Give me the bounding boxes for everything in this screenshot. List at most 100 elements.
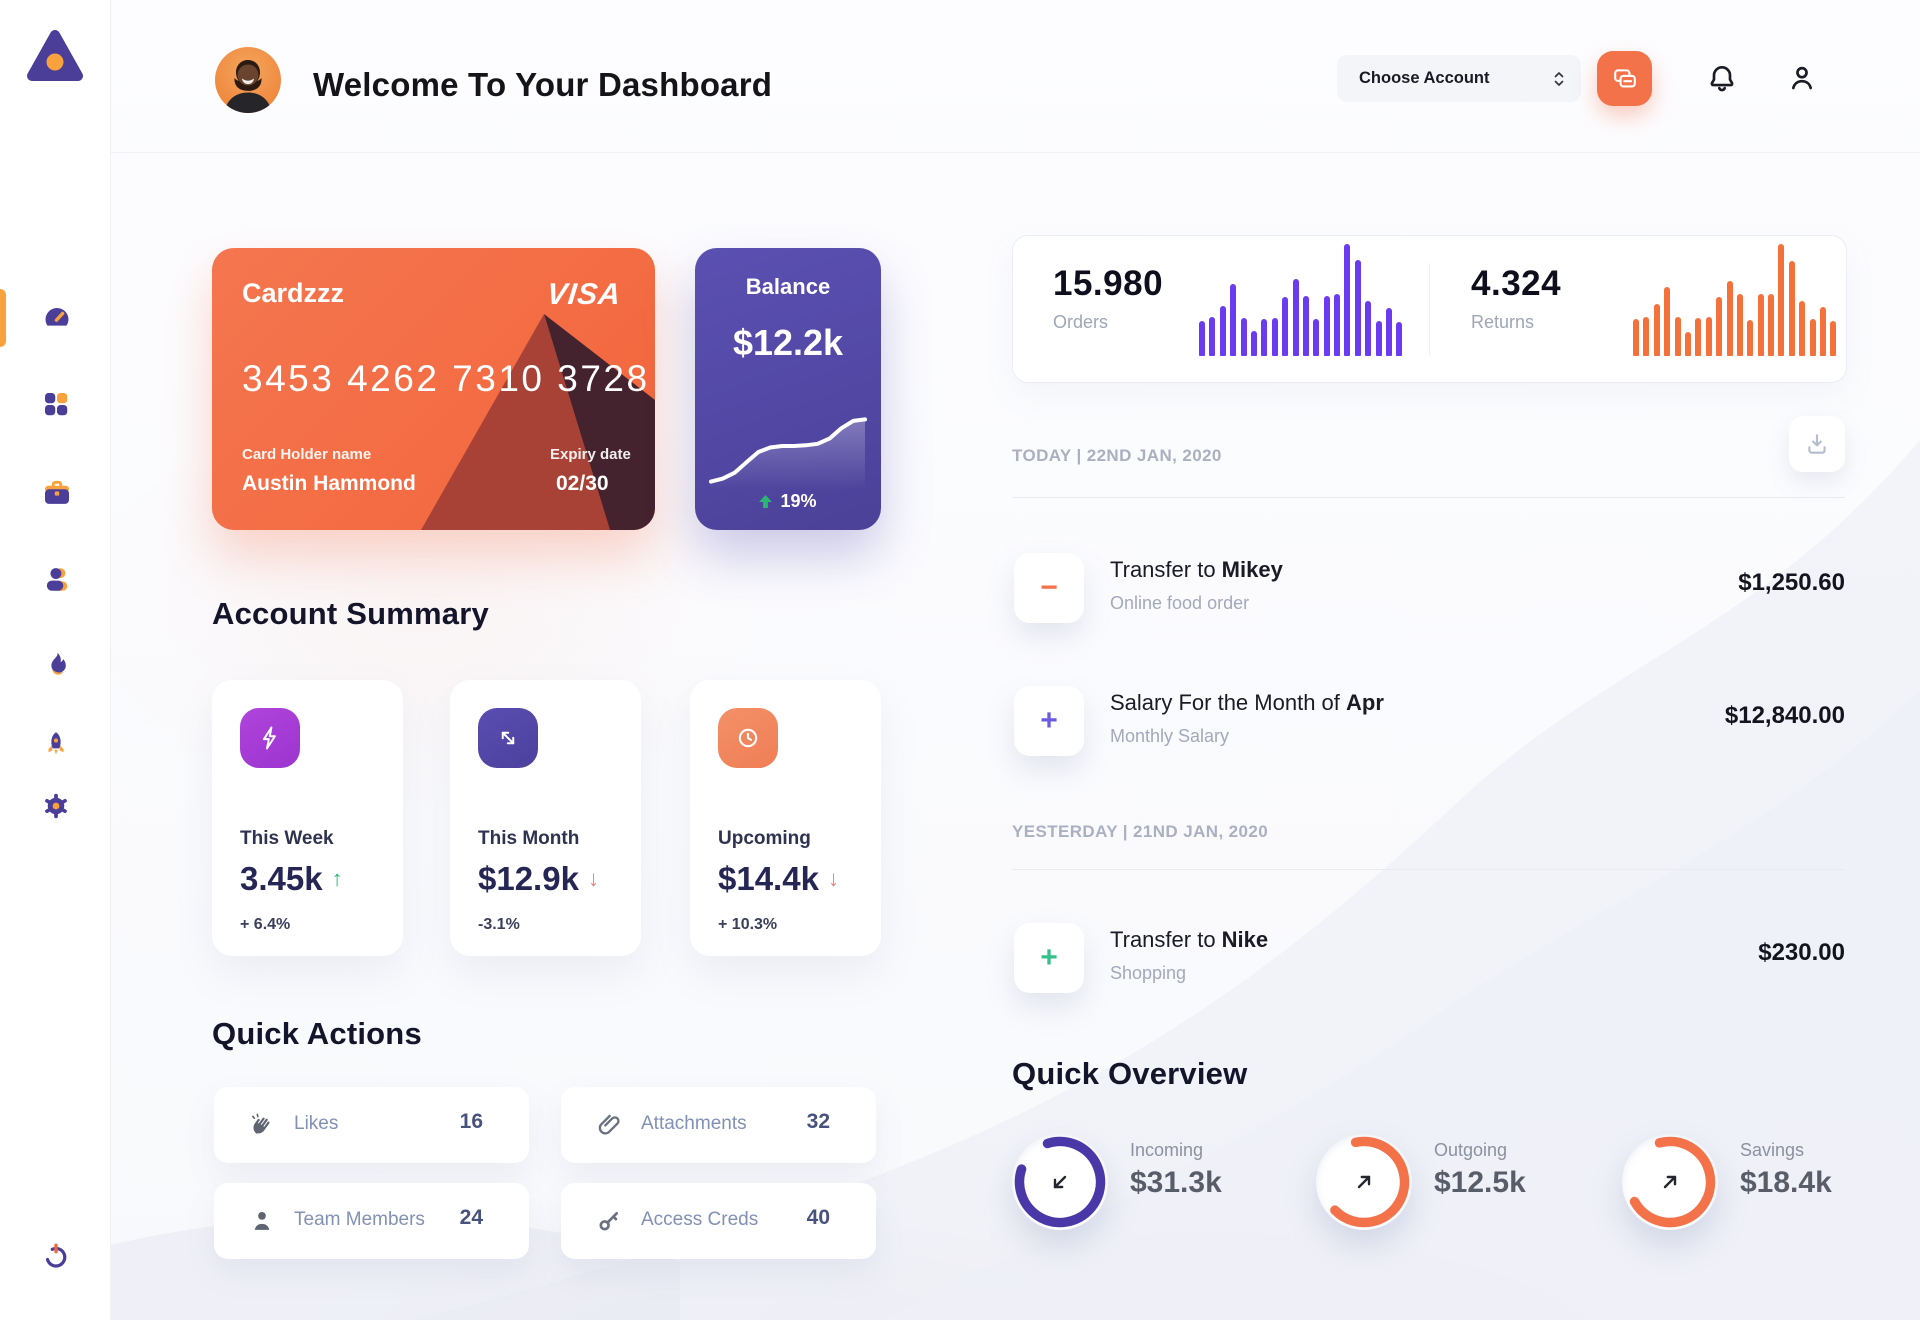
member-icon	[254, 1212, 270, 1230]
summary-card-this-month[interactable]: This Month $12.9k ↓ -3.1%	[450, 680, 641, 956]
active-nav-indicator	[0, 289, 6, 347]
quick-action-label: Attachments	[641, 1113, 747, 1134]
rocket-icon	[48, 732, 64, 755]
expiry-label: Expiry date	[550, 446, 631, 463]
account-select[interactable]: Choose Account	[1337, 55, 1581, 102]
visa-logo: VISA	[545, 278, 623, 311]
transaction-row-nike[interactable]: + Transfer to Nike Shopping $230.00	[1012, 923, 1845, 995]
orders-bar-chart	[1199, 244, 1403, 356]
sidebar-item-activity[interactable]	[41, 649, 73, 681]
sidebar-item-launch[interactable]	[41, 729, 73, 761]
balance-change: 19%	[695, 491, 881, 512]
summary-card-upcoming[interactable]: Upcoming $14.4k ↓ + 10.3%	[690, 680, 881, 956]
quick-action-label: Likes	[294, 1113, 339, 1134]
summary-period: Upcoming	[718, 828, 811, 849]
sidebar-item-portfolio[interactable]	[41, 477, 73, 509]
sidebar-item-team[interactable]	[41, 563, 73, 595]
notifications-button[interactable]	[1706, 62, 1738, 94]
orders-label: Orders	[1053, 312, 1109, 332]
tx-subtitle: Online food order	[1110, 593, 1250, 613]
outgoing-ring	[1316, 1134, 1412, 1230]
power-icon	[45, 1243, 67, 1268]
quick-action-label: Team Members	[294, 1209, 425, 1230]
bell-icon	[1710, 66, 1734, 92]
overview-label: Incoming	[1130, 1140, 1204, 1160]
arrow-down-left-icon	[1053, 1175, 1067, 1189]
person-icon	[46, 568, 68, 591]
overview-label: Savings	[1740, 1140, 1805, 1160]
card-pyramid-decoration	[421, 314, 655, 530]
quick-overview-title: Quick Overview	[1012, 1056, 1248, 1091]
credit-card[interactable]: Cardzzz VISA 3453 4262 7310 3728 Card Ho…	[212, 248, 655, 530]
account-summary-title: Account Summary	[212, 596, 489, 631]
orders-returns-card: 15.980 Orders 4.324 Returns	[1012, 235, 1847, 383]
quick-action-team-members[interactable]: Team Members 24	[214, 1183, 529, 1259]
profile-button[interactable]	[1786, 62, 1818, 94]
savings-ring	[1622, 1134, 1718, 1230]
summary-delta: -3.1%	[478, 916, 520, 933]
user-avatar[interactable]	[215, 47, 281, 113]
balance-title: Balance	[745, 274, 831, 299]
app-logo[interactable]	[26, 28, 84, 82]
quick-action-count: 32	[806, 1110, 830, 1133]
tx-title: Transfer to Mikey	[1110, 557, 1283, 582]
quick-action-likes[interactable]: Likes 16	[214, 1087, 529, 1163]
overview-label: Outgoing	[1434, 1140, 1508, 1160]
overview-outgoing: Outgoing $12.5k	[1316, 1134, 1616, 1234]
tx-plus-icon: +	[1014, 686, 1084, 756]
select-chevrons-icon	[1554, 71, 1564, 86]
summary-value: 3.45k ↑	[240, 860, 343, 897]
quick-action-access-creds[interactable]: Access Creds 40	[561, 1183, 876, 1259]
tx-subtitle: Shopping	[1110, 963, 1187, 983]
download-icon	[1808, 434, 1826, 454]
sidebar-item-apps[interactable]	[41, 389, 73, 421]
quick-action-count: 24	[459, 1206, 483, 1229]
grid-dots-icon	[45, 393, 68, 416]
divider	[1012, 497, 1845, 498]
transfer-arrows-icon	[478, 708, 538, 768]
download-statement-button[interactable]	[1789, 416, 1845, 472]
summary-period: This Month	[478, 828, 580, 849]
quick-action-count: 16	[459, 1110, 483, 1133]
balance-amount: $12.2k	[732, 322, 844, 363]
trend-down-arrow: ↓	[827, 866, 839, 891]
overview-value: $12.5k	[1434, 1166, 1526, 1199]
messages-button[interactable]	[1597, 51, 1652, 106]
sidebar-logout-button[interactable]	[41, 1241, 73, 1273]
returns-value: 4.324	[1471, 264, 1562, 303]
incoming-ring	[1012, 1134, 1108, 1230]
sidebar-item-settings[interactable]	[41, 791, 73, 823]
arrow-up-right-icon	[1663, 1175, 1677, 1189]
tx-minus-icon: −	[1014, 553, 1084, 623]
logo-triangle-icon	[27, 30, 83, 81]
sidebar	[0, 0, 111, 1320]
balance-change-value: 19%	[780, 491, 817, 511]
trend-up-arrow: ↑	[331, 866, 343, 891]
overview-value: $18.4k	[1740, 1166, 1832, 1199]
returns-label: Returns	[1471, 312, 1535, 332]
clap-icon	[252, 1113, 270, 1135]
transaction-row-salary[interactable]: + Salary For the Month of Apr Monthly Sa…	[1012, 686, 1845, 758]
orders-value: 15.980	[1053, 264, 1164, 303]
account-select-label: Choose Account	[1359, 69, 1490, 87]
summary-card-this-week[interactable]: This Week 3.45k ↑ + 6.4%	[212, 680, 403, 956]
tx-amount: $1,250.60	[1738, 569, 1845, 596]
up-arrow-icon	[759, 495, 773, 508]
overview-value: $31.3k	[1130, 1166, 1222, 1199]
balance-card[interactable]: Balance $12.2k 19%	[695, 248, 881, 530]
transaction-row-mikey[interactable]: − Transfer to Mikey Online food order $1…	[1012, 553, 1845, 625]
expiry-date: 02/30	[556, 472, 609, 495]
tx-date-today: TODAY | 22ND JAN, 2020	[1012, 446, 1222, 465]
trend-down-arrow: ↓	[587, 866, 599, 891]
chat-bubbles-icon	[1613, 68, 1636, 88]
quick-action-attachments[interactable]: Attachments 32	[561, 1087, 876, 1163]
avatar-photo	[224, 60, 272, 113]
summary-delta: + 10.3%	[718, 916, 778, 933]
returns-bar-chart	[1633, 244, 1837, 356]
page-title: Welcome To Your Dashboard	[313, 66, 773, 103]
stats-divider	[1429, 263, 1430, 355]
sidebar-item-dashboard[interactable]	[41, 302, 73, 334]
user-icon	[1792, 66, 1812, 90]
card-holder-label: Card Holder name	[242, 446, 372, 463]
clock-icon	[718, 708, 778, 768]
